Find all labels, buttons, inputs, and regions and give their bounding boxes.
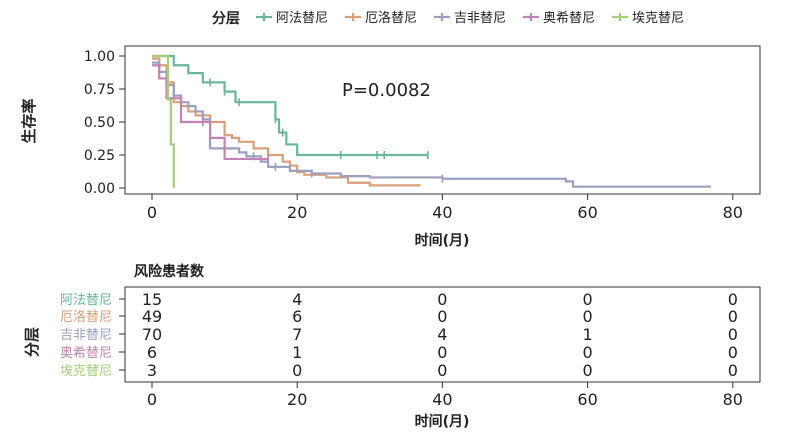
risk-x-tick-label: 20 [287, 390, 307, 409]
risk-cell-value: 70 [142, 325, 162, 344]
risk-row-label: 厄洛替尼 [60, 310, 112, 325]
risk-cell-value: 6 [292, 307, 302, 326]
risk-row-label: 埃克替尼 [60, 364, 112, 379]
risk-table-y-axis-label: 分层 [23, 327, 41, 357]
risk-x-tick-label: 60 [577, 390, 597, 409]
km-x-axis: 0 20 40 60 80 [147, 194, 743, 222]
risk-row-label: 吉非替尼 [60, 328, 112, 343]
risk-table-x-axis: 0 20 40 60 80 [147, 382, 743, 409]
km-y-axis: 0.00 0.25 0.50 0.75 1.00 [84, 49, 125, 197]
legend-label: 吉非替尼 [454, 11, 506, 26]
risk-cell-value: 0 [728, 343, 738, 362]
km-x-tick-label: 0 [147, 203, 157, 222]
risk-cell-value: 0 [437, 361, 447, 380]
km-x-tick-label: 80 [723, 203, 743, 222]
risk-cell-value: 0 [437, 343, 447, 362]
risk-table-x-axis-label: 时间(月) [415, 413, 470, 430]
risk-x-tick-label: 80 [723, 390, 743, 409]
km-y-tick-label: 1.00 [84, 49, 115, 65]
risk-cell-value: 15 [142, 290, 162, 309]
km-line-吉非替尼 [152, 61, 712, 188]
km-x-tick-label: 40 [432, 203, 452, 222]
risk-cell-value: 6 [147, 343, 157, 362]
km-plot-frame [124, 45, 761, 195]
km-y-tick-label: 0.25 [84, 148, 115, 164]
legend-label: 阿法替尼 [276, 11, 328, 26]
risk-cell-value: 4 [292, 290, 302, 309]
risk-cell-value: 0 [292, 361, 302, 380]
legend-label: 埃克替尼 [632, 11, 684, 26]
km-y-axis-label: 生存率 [20, 98, 38, 143]
legend: 分层 阿法替尼 厄洛替尼 吉非替尼 奥希替尼 埃克替尼 [212, 11, 684, 27]
legend-label: 厄洛替尼 [365, 11, 417, 26]
km-y-tick-label: 0.00 [84, 181, 115, 197]
risk-cell-value: 0 [583, 343, 593, 362]
risk-cell-value: 0 [583, 290, 593, 309]
risk-cell-value: 49 [142, 307, 162, 326]
km-plot-panel: 0.000.250.500.751.00 0 20 40 60 80 P=0.0082 … [20, 45, 761, 249]
km-x-tick-label: 20 [287, 203, 307, 222]
km-line-阿法替尼 [152, 54, 428, 157]
risk-row-label: 奥希替尼 [60, 346, 112, 361]
p-value-annotation: P=0.0082 [342, 80, 431, 101]
risk-row-label: 阿法替尼 [60, 293, 112, 308]
km-y-tick-label: 0.75 [84, 82, 115, 98]
risk-x-tick-label: 40 [432, 390, 452, 409]
risk-cell-value: 0 [583, 307, 593, 326]
risk-cell-value: 0 [728, 290, 738, 309]
legend-label: 奥希替尼 [543, 11, 595, 26]
km-line-埃克替尼 [152, 54, 175, 188]
risk-cell-value: 0 [728, 307, 738, 326]
risk-table-title: 风险患者数 [134, 263, 205, 280]
km-censor-marks [202, 78, 444, 183]
km-y-tick-label: 0.50 [84, 115, 115, 131]
risk-cell-value: 0 [437, 307, 447, 326]
km-line-厄洛替尼 [152, 57, 421, 187]
risk-cell-value: 4 [437, 325, 447, 344]
risk-cell-value: 0 [437, 290, 447, 309]
risk-cell-value: 1 [583, 325, 593, 344]
km-x-axis-label: 时间(月) [415, 232, 470, 249]
legend-title: 分层 [212, 11, 240, 27]
risk-cell-value: 0 [728, 361, 738, 380]
km-series-lines [152, 54, 712, 188]
risk-x-tick-label: 0 [147, 390, 157, 409]
km-line-奥希替尼 [152, 64, 269, 161]
risk-cell-value: 0 [728, 325, 738, 344]
risk-cell-value: 1 [292, 343, 302, 362]
risk-cell-value: 7 [292, 325, 302, 344]
risk-cell-value: 3 [147, 361, 157, 380]
km-x-tick-label: 60 [577, 203, 597, 222]
risk-cell-value: 0 [583, 361, 593, 380]
